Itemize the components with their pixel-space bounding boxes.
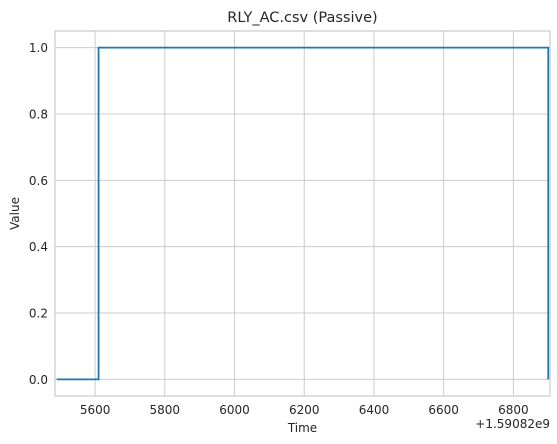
y-tick-label: 0.8 <box>29 107 48 121</box>
x-tick-label: 5600 <box>80 403 111 417</box>
x-tick-label: 6600 <box>428 403 459 417</box>
x-tick-label: 6400 <box>359 403 390 417</box>
x-tick-label: 6200 <box>289 403 320 417</box>
x-tick-label: 5800 <box>150 403 181 417</box>
x-tick-label: 6800 <box>498 403 529 417</box>
y-tick-label: 0.0 <box>29 373 48 387</box>
plot-background <box>55 31 550 396</box>
x-tick-labels: 5600 5800 6000 6200 6400 6600 6800 <box>80 403 529 417</box>
y-tick-label: 0.6 <box>29 174 48 188</box>
y-tick-labels: 0.0 0.2 0.4 0.6 0.8 1.0 <box>29 41 48 387</box>
y-tick-label: 1.0 <box>29 41 48 55</box>
x-gridlines <box>94 31 514 396</box>
x-axis-label: Time <box>287 421 317 435</box>
y-tick-label: 0.4 <box>29 240 48 254</box>
y-axis-label: Value <box>8 197 22 230</box>
plot-frame <box>54 30 551 397</box>
x-offset-label: +1.59082e9 <box>475 417 550 431</box>
x-tick-label: 6000 <box>219 403 250 417</box>
series-line <box>56 46 550 381</box>
y-tick-label: 0.2 <box>29 307 48 321</box>
series-group <box>56 46 550 381</box>
chart-title: RLY_AC.csv (Passive) <box>227 10 377 26</box>
